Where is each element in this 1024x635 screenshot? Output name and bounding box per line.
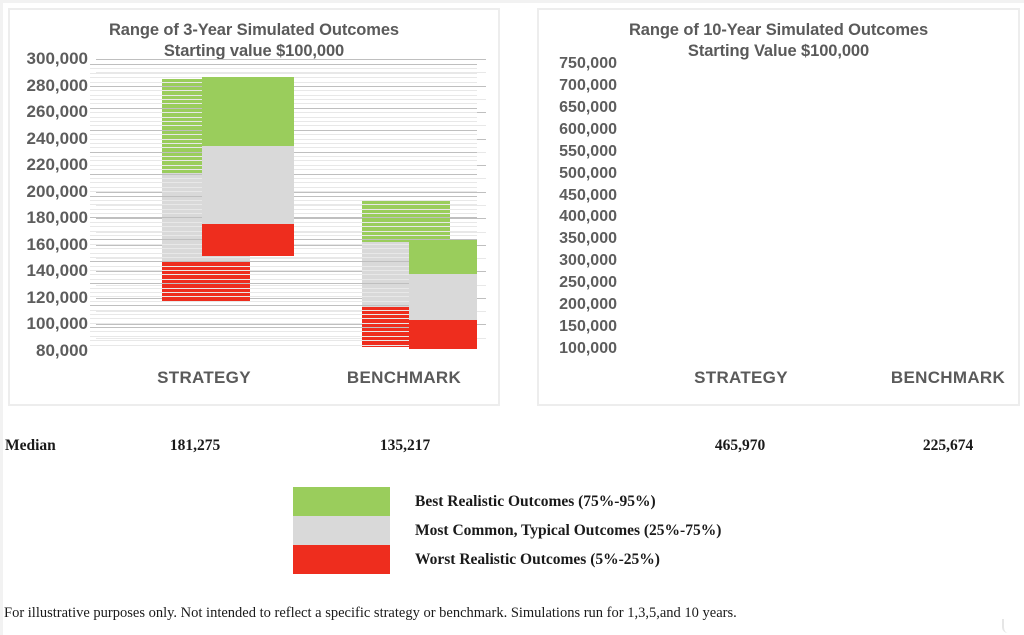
gridline-major (96, 324, 486, 326)
gridline-minor (96, 258, 486, 260)
legend-swatches (293, 487, 390, 574)
median-value-benchmark-10-year: 225,674 (922, 437, 974, 454)
y-axis-tick-label: 600,000 (559, 120, 617, 138)
gridline-major (96, 59, 486, 60)
y-axis-tick-label: 700,000 (559, 76, 617, 94)
gridline-major (90, 64, 477, 65)
median-label: Median (5, 437, 56, 454)
bar-benchmark (409, 240, 477, 349)
chart-title-text: Range of 10-Year Simulated Outcomes (628, 21, 929, 39)
legend-swatch-common (293, 516, 390, 545)
y-axis-tick-label: 550,000 (559, 142, 617, 160)
legend-label-worst: Worst Realistic Outcomes (5%-25%) (415, 551, 660, 568)
y-axis-tick-label: 120,000 (26, 287, 88, 307)
y-axis-tick-label: 400,000 (559, 208, 617, 226)
gridline-minor (96, 311, 486, 313)
y-axis-tick-label: 750,000 (559, 55, 617, 72)
bar-segment-common (409, 274, 477, 321)
bar-segment-worst (162, 260, 250, 302)
gridline-minor (90, 344, 477, 346)
median-row: Median 181,275 135,217 465,970 225,674 (0, 437, 1024, 463)
category-label-strategy-3-year: STRATEGY (157, 368, 251, 387)
gridline-major (96, 271, 486, 273)
median-value-benchmark-3-year: 135,217 (379, 437, 431, 454)
legend-swatch-worst (293, 545, 390, 574)
legend-swatch-best (293, 487, 390, 516)
y-axis-tick-label: 450,000 (559, 186, 617, 204)
gridline-minor (90, 270, 477, 272)
legend: Best Realistic Outcomes (75%-95%) Most C… (293, 487, 721, 574)
y-axis-labels-10-year: 100,000 150,000 200,000 250,000 300,000 350,0… (537, 55, 617, 357)
y-axis-tick-label: 250,000 (559, 274, 617, 292)
bar-segment-best (409, 240, 477, 275)
y-axis-labels-3-year: 80,000 100,000 120,000 140,000 160,000 180,00… (0, 49, 88, 360)
gridline-minor (96, 284, 486, 286)
y-axis-tick-label: 350,000 (559, 230, 617, 248)
bar-segment-worst (202, 224, 294, 256)
chart-title-text: Range of 3-Year Simulated Outcomes (108, 21, 399, 39)
y-axis-tick-label: 160,000 (26, 234, 88, 254)
gridline-minor (90, 287, 477, 289)
gridline-minor (90, 309, 477, 311)
footnote: For illustrative purposes only. Not inte… (4, 605, 737, 621)
y-axis-tick-label: 650,000 (559, 98, 617, 116)
y-axis-tick-label: 140,000 (26, 261, 88, 281)
median-value-strategy-10-year: 465,970 (714, 437, 766, 454)
y-axis-tick-label: 80,000 (36, 341, 88, 360)
y-axis-tick-label: 200,000 (559, 296, 617, 314)
gridline-minor (90, 296, 477, 298)
chart-panel-10-year: Range of 10-Year Simulated Outcomes Star… (537, 8, 1020, 406)
gridline-major (90, 305, 477, 307)
y-axis-tick-label: 180,000 (26, 208, 88, 228)
y-axis-tick-label: 100,000 (26, 314, 88, 334)
legend-label-best: Best Realistic Outcomes (75%-95%) (415, 493, 656, 510)
bar-segment-worst (409, 320, 477, 349)
gridline-minor (90, 300, 477, 302)
y-axis-tick-label: 240,000 (26, 128, 88, 148)
gridline-minor (90, 340, 477, 342)
chart-subtitle-text: Starting Value $100,000 (687, 42, 870, 61)
y-axis-tick-label: 300,000 (559, 252, 617, 270)
gridline-major (90, 283, 477, 285)
chart-title-3-year: Range of 3-Year Simulated Outcomes Start… (10, 20, 498, 62)
chart-title-10-year: Range of 10-Year Simulated Outcomes Star… (539, 20, 1018, 62)
gridline-minor (90, 274, 477, 276)
gridline-minor (90, 72, 477, 74)
gridline-minor (90, 265, 477, 267)
bar-strategy (202, 77, 294, 256)
y-axis-tick-label: 200,000 (26, 181, 88, 201)
gridline-minor (90, 318, 477, 320)
gridline-minor (90, 68, 477, 70)
bar-segment-common (202, 146, 294, 224)
y-axis-tick-label: 280,000 (26, 75, 88, 95)
y-axis-tick-label: 150,000 (559, 318, 617, 336)
legend-label-common: Most Common, Typical Outcomes (25%-75%) (415, 522, 722, 539)
gridline-minor (90, 256, 477, 258)
gridline-major (90, 261, 477, 263)
chart-subtitle-text: Starting value $100,000 (163, 42, 345, 61)
y-axis-tick-label: 260,000 (26, 102, 88, 122)
plot-area-10-year (90, 64, 477, 349)
gridline-minor (90, 278, 477, 280)
gridline-major (96, 297, 486, 299)
category-label-benchmark-3-year: BENCHMARK (346, 368, 462, 387)
y-axis-tick-label: 100,000 (559, 340, 617, 357)
category-label-strategy-10-year: STRATEGY (694, 368, 788, 387)
legend-labels: Best Realistic Outcomes (75%-95%) Most C… (415, 487, 721, 574)
gridline-minor (90, 331, 477, 333)
corner-decoration (1002, 619, 1018, 633)
gridline-minor (90, 313, 477, 315)
y-axis-tick-label: 500,000 (559, 164, 617, 182)
gridline-minor (90, 292, 477, 293)
median-value-strategy-3-year: 181,275 (169, 437, 221, 454)
gridline-major (90, 327, 477, 329)
bar-segment-best (202, 77, 294, 147)
y-axis-tick-label: 300,000 (26, 49, 88, 68)
gridline-minor (96, 337, 486, 339)
y-axis-tick-label: 220,000 (26, 155, 88, 175)
category-label-benchmark-10-year: BENCHMARK (890, 368, 1006, 387)
gridline-minor (90, 322, 477, 324)
gridline-minor (90, 335, 477, 337)
